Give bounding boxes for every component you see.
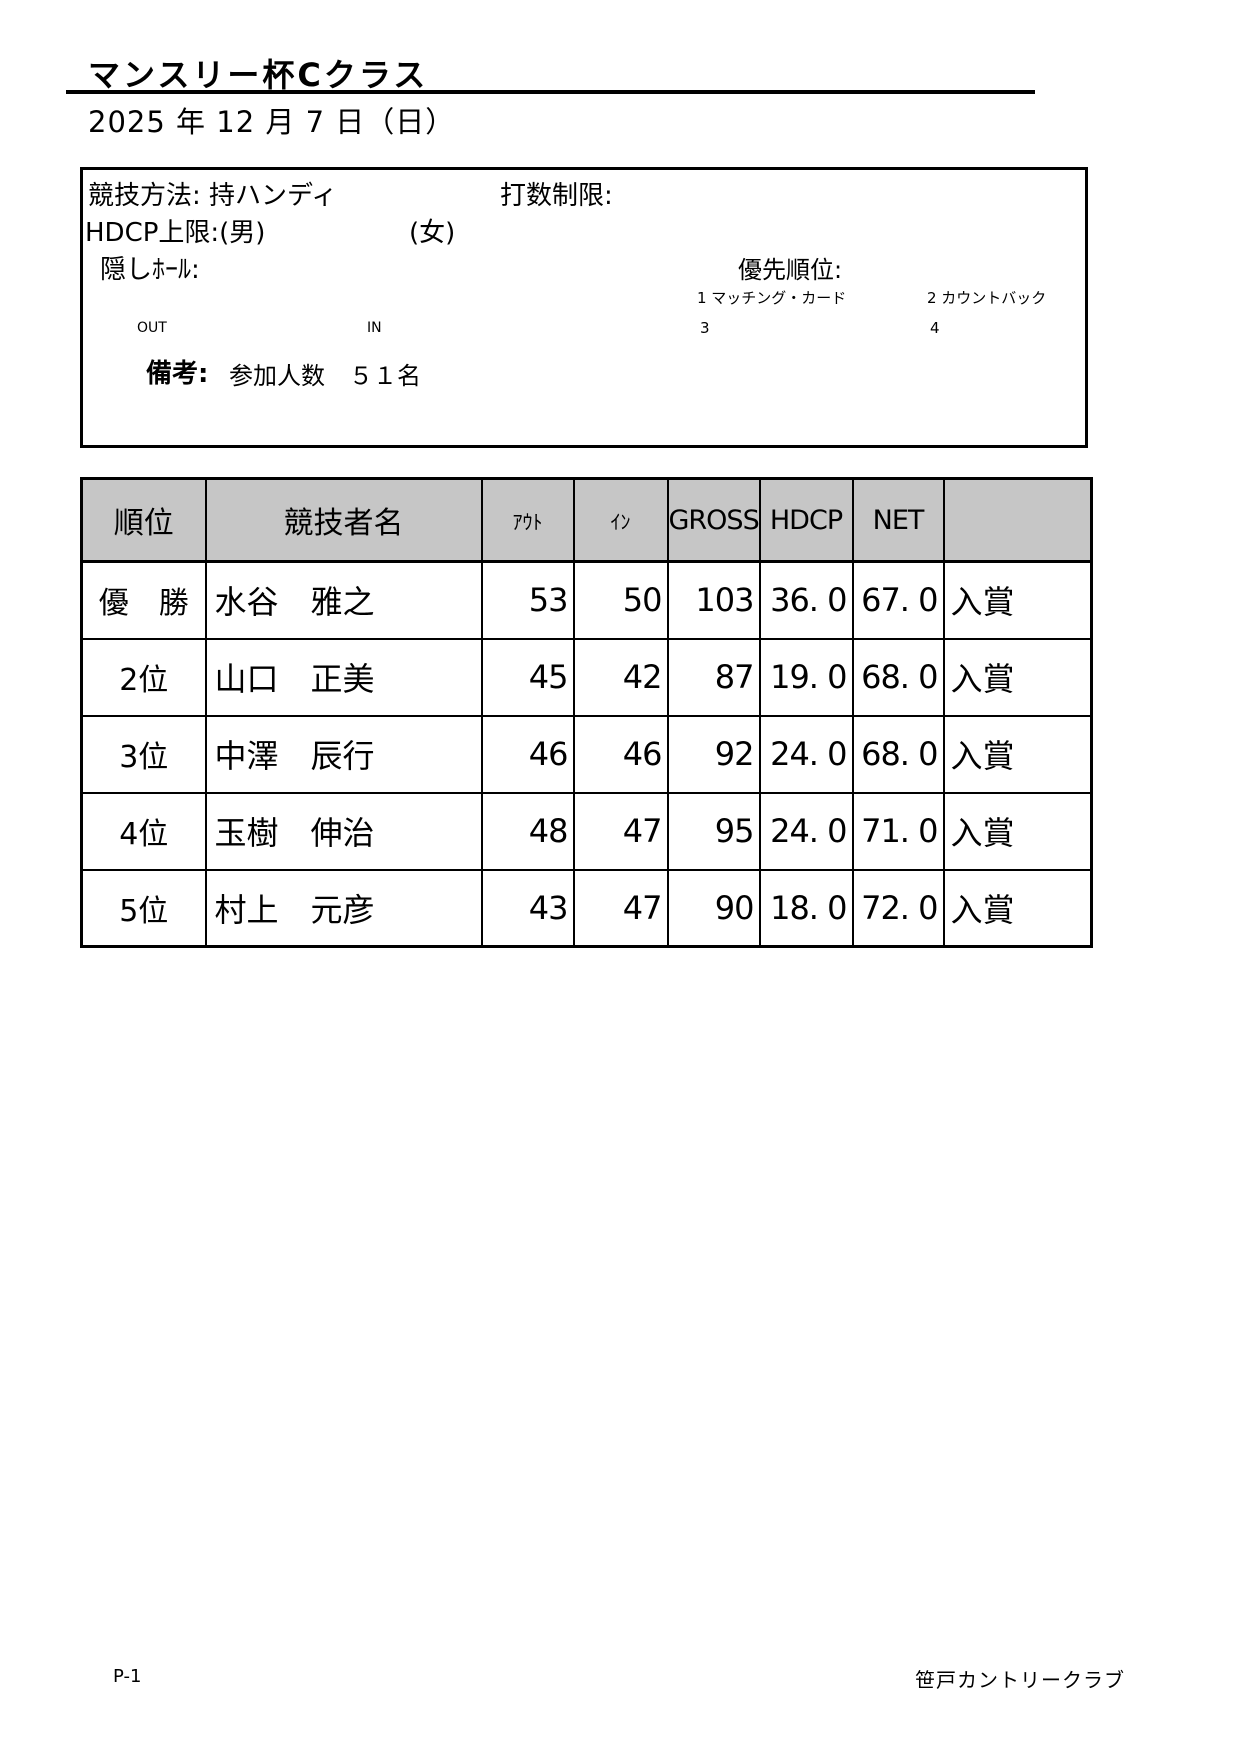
name-cell: 山口 正美 — [204, 637, 483, 717]
prize-cell: 入賞 — [942, 560, 1093, 640]
col-header-hdcp: HDCP — [758, 477, 854, 563]
out-label: OUT — [137, 320, 167, 336]
footer-club-name: 笹戸カントリークラブ — [915, 1668, 1125, 1692]
hdcp-cell: 36. 0 — [758, 560, 854, 640]
table-row: 2位 山口 正美 45 42 87 19. 0 68. 0 入賞 — [80, 637, 1093, 717]
table-row: 優 勝 水谷 雅之 53 50 103 36. 0 67. 0 入賞 — [80, 560, 1093, 640]
page-title: マンスリー杯Cクラス — [88, 56, 429, 94]
in-cell: 47 — [572, 868, 669, 948]
in-label: IN — [367, 320, 382, 336]
in-cell: 42 — [572, 637, 669, 717]
table-header-row: 順位 競技者名 ｱｳﾄ ｲﾝ GROSS HDCP NET — [80, 477, 1093, 563]
col-header-name: 競技者名 — [204, 477, 483, 563]
out-cell: 48 — [480, 791, 575, 871]
out-cell: 46 — [480, 714, 575, 794]
priority-item-3: 3 — [700, 319, 710, 337]
prize-cell: 入賞 — [942, 791, 1093, 871]
hdcp-cell: 24. 0 — [758, 714, 854, 794]
gross-cell: 92 — [666, 714, 761, 794]
net-cell: 72. 0 — [851, 868, 945, 948]
priority-item-2: 2 カウントバック — [927, 289, 1047, 307]
col-header-net: NET — [851, 477, 945, 563]
table-row: 3位 中澤 辰行 46 46 92 24. 0 68. 0 入賞 — [80, 714, 1093, 794]
out-cell: 43 — [480, 868, 575, 948]
hdcp-limit-female-label: (女) — [409, 218, 456, 248]
priority-title: 優先順位: — [738, 256, 843, 284]
net-cell: 71. 0 — [851, 791, 945, 871]
prize-cell: 入賞 — [942, 714, 1093, 794]
rank-cell: 3位 — [80, 714, 207, 794]
name-cell: 玉樹 伸治 — [204, 791, 483, 871]
in-cell: 47 — [572, 791, 669, 871]
net-cell: 68. 0 — [851, 637, 945, 717]
net-cell: 67. 0 — [851, 560, 945, 640]
remarks-label: 備考: — [146, 359, 209, 389]
out-cell: 45 — [480, 637, 575, 717]
footer-page-number: P-1 — [113, 1666, 142, 1687]
gross-cell: 90 — [666, 868, 761, 948]
col-header-prize — [942, 477, 1093, 563]
title-underline — [66, 90, 1035, 94]
gross-cell: 87 — [666, 637, 761, 717]
hdcp-limit-male-label: HDCP上限:(男) — [85, 218, 266, 248]
priority-item-4: 4 — [930, 319, 940, 337]
net-cell: 68. 0 — [851, 714, 945, 794]
in-cell: 50 — [572, 560, 669, 640]
competition-info-box: 競技方法: 持ハンディ 打数制限: HDCP上限:(男) (女) 隠しﾎｰﾙ: … — [80, 167, 1088, 448]
rank-cell: 2位 — [80, 637, 207, 717]
col-header-rank: 順位 — [80, 477, 207, 563]
rank-cell: 5位 — [80, 868, 207, 948]
col-header-out: ｱｳﾄ — [480, 477, 575, 563]
name-cell: 水谷 雅之 — [204, 560, 483, 640]
prize-cell: 入賞 — [942, 868, 1093, 948]
stroke-limit-label: 打数制限: — [500, 181, 613, 211]
name-cell: 村上 元彦 — [204, 868, 483, 948]
in-cell: 46 — [572, 714, 669, 794]
hdcp-cell: 24. 0 — [758, 791, 854, 871]
event-date: 2025 年 12 月 7 日（日） — [88, 105, 456, 139]
priority-item-1: 1 マッチング・カード — [697, 289, 847, 307]
out-cell: 53 — [480, 560, 575, 640]
prize-cell: 入賞 — [942, 637, 1093, 717]
table-row: 5位 村上 元彦 43 47 90 18. 0 72. 0 入賞 — [80, 868, 1093, 948]
col-header-gross: GROSS — [666, 477, 761, 563]
table-row: 4位 玉樹 伸治 48 47 95 24. 0 71. 0 入賞 — [80, 791, 1093, 871]
gross-cell: 95 — [666, 791, 761, 871]
remarks-value: 参加人数 ５１名 — [229, 362, 421, 390]
gross-cell: 103 — [666, 560, 761, 640]
rank-cell: 4位 — [80, 791, 207, 871]
method-label: 競技方法: 持ハンディ — [88, 181, 338, 211]
hidden-hole-label: 隠しﾎｰﾙ: — [100, 255, 200, 285]
rank-cell: 優 勝 — [80, 560, 207, 640]
hdcp-cell: 19. 0 — [758, 637, 854, 717]
col-header-in: ｲﾝ — [572, 477, 669, 563]
name-cell: 中澤 辰行 — [204, 714, 483, 794]
hdcp-cell: 18. 0 — [758, 868, 854, 948]
results-table: 順位 競技者名 ｱｳﾄ ｲﾝ GROSS HDCP NET 優 勝 水谷 雅之 … — [80, 477, 1093, 948]
